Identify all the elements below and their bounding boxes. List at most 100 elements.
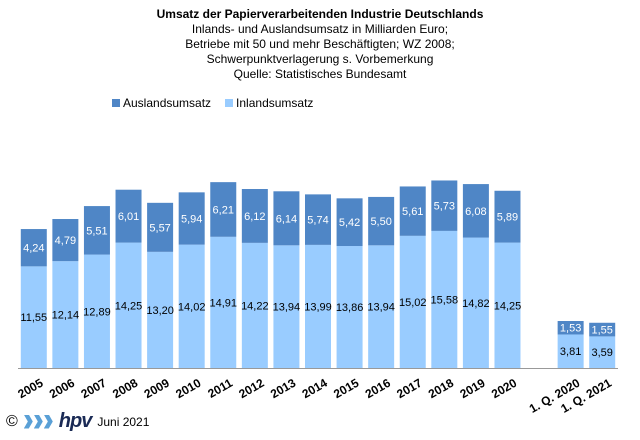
legend-label-ausland: Auslandsumsatz <box>123 96 212 110</box>
label-inland-2: 12,14 <box>52 310 80 322</box>
x-tick-label-4: 2008 <box>110 376 140 402</box>
bar-ausland-7 <box>210 182 237 237</box>
chart-source: Quelle: Statistisches Bundesamt <box>233 67 407 81</box>
bar-inland-11 <box>336 246 363 368</box>
label-ausland-19: 1,55 <box>591 325 612 337</box>
bar-ausland-11 <box>336 198 363 247</box>
label-inland-8: 14,22 <box>241 300 269 312</box>
label-inland-6: 14,02 <box>178 301 206 313</box>
brand-name: hpv <box>58 410 93 432</box>
legend-item-inland: Inlandsumsatz <box>225 96 313 110</box>
label-ausland-3: 5,51 <box>86 225 107 237</box>
bar-inland-18 <box>557 334 584 368</box>
label-inland-14: 15,58 <box>431 294 459 306</box>
bar-ausland-12 <box>368 196 395 246</box>
label-inland-3: 12,89 <box>83 306 111 318</box>
bar-ausland-6 <box>178 192 205 245</box>
x-tick-label-16: 2020 <box>489 376 519 402</box>
x-tick-label-10: 2014 <box>300 376 330 402</box>
chart-subtitle-3: Schwerpunktverlagerung s. Vorbemerkung <box>206 52 434 66</box>
publication-date: Juni 2021 <box>97 414 150 429</box>
bar-ausland-1 <box>20 229 47 267</box>
label-ausland-4: 6,01 <box>118 211 139 223</box>
x-tick-label-15: 2019 <box>457 376 487 402</box>
label-ausland-9: 6,14 <box>276 213 297 225</box>
x-tick-label-7: 2011 <box>205 376 235 401</box>
bar-inland-10 <box>305 244 331 368</box>
bar-inland-16 <box>494 242 521 368</box>
label-inland-1: 11,55 <box>20 312 47 324</box>
bar-inland-13 <box>399 235 426 368</box>
label-ausland-15: 6,08 <box>465 206 486 218</box>
legend-label-inland: Inlandsumsatz <box>236 96 314 110</box>
bar-inland-4 <box>115 242 142 368</box>
bar-ausland-5 <box>147 202 174 252</box>
bar-inland-1 <box>20 266 47 368</box>
bar-ausland-3 <box>83 206 110 255</box>
chart-legend: Auslandsumsatz Inlandsumsatz <box>112 96 313 110</box>
chart-title-block: Umsatz der Papierverarbeitenden Industri… <box>0 7 640 82</box>
label-ausland-1: 4,24 <box>23 243 44 255</box>
x-tick-label-13: 2017 <box>394 376 424 402</box>
label-ausland-8: 6,12 <box>244 211 265 223</box>
label-ausland-6: 5,94 <box>181 213 202 225</box>
label-ausland-12: 5,50 <box>370 216 391 228</box>
x-tick-label-12: 2016 <box>363 376 393 402</box>
bar-inland-14 <box>431 230 458 368</box>
bar-ausland-10 <box>305 194 331 245</box>
copyright-symbol: © <box>6 412 18 430</box>
bar-ausland-8 <box>241 189 268 243</box>
label-ausland-11: 5,42 <box>339 217 360 229</box>
chart-title: Umsatz der Papierverarbeitenden Industri… <box>156 7 484 21</box>
legend-swatch-inland <box>225 99 234 107</box>
footer: © hpv Juni 2021 <box>6 410 149 433</box>
label-inland-18: 3,81 <box>560 346 581 358</box>
label-inland-7: 14,91 <box>209 297 237 309</box>
label-ausland-13: 5,61 <box>402 206 423 218</box>
label-inland-10: 13,99 <box>304 301 332 313</box>
x-tick-label-9: 2013 <box>268 376 298 402</box>
x-tick-label-11: 2015 <box>331 376 361 402</box>
label-ausland-10: 5,74 <box>307 215 328 227</box>
bar-inland-8 <box>241 242 268 368</box>
bar-inland-12 <box>368 245 395 368</box>
label-ausland-18: 1,53 <box>560 323 581 335</box>
legend-swatch-ausland <box>112 99 120 107</box>
label-ausland-5: 5,57 <box>149 222 170 234</box>
bar-inland-7 <box>210 236 237 368</box>
bar-ausland-13 <box>399 186 426 236</box>
bar-ausland-2 <box>52 219 79 262</box>
bar-ausland-9 <box>273 191 300 246</box>
legend-item-ausland: Auslandsumsatz <box>112 96 211 110</box>
bar-inland-3 <box>83 254 110 368</box>
x-tick-label-2: 2006 <box>47 376 77 402</box>
chart-subtitle-2: Betriebe mit 50 und mehr Beschäftigten; … <box>185 37 455 51</box>
x-tick-label-5: 2009 <box>142 376 172 402</box>
hpv-logo-icon <box>23 414 53 429</box>
label-inland-16: 14,25 <box>494 300 522 312</box>
label-inland-9: 13,94 <box>273 302 301 314</box>
label-ausland-14: 5,73 <box>434 201 455 213</box>
bar-inland-6 <box>178 244 205 368</box>
x-tick-label-8: 2012 <box>236 376 266 402</box>
bar-inland-15 <box>462 237 489 368</box>
bar-ausland-14 <box>431 180 458 231</box>
label-inland-12: 13,94 <box>367 302 395 314</box>
bar-ausland-15 <box>462 184 489 238</box>
label-inland-13: 15,02 <box>399 297 427 309</box>
chart-subtitle-1: Inlands- und Auslandsumsatz in Milliarde… <box>191 22 449 36</box>
bar-ausland-16 <box>494 190 521 243</box>
bar-ausland-19 <box>589 322 616 337</box>
bar-ausland-18 <box>557 321 584 335</box>
bar-inland-5 <box>147 251 174 368</box>
label-inland-19: 3,59 <box>591 347 612 359</box>
bar-ausland-4 <box>115 189 142 243</box>
bar-inland-2 <box>52 261 79 368</box>
bar-inland-19 <box>589 336 616 368</box>
label-ausland-7: 6,21 <box>213 204 234 216</box>
label-ausland-2: 4,79 <box>55 235 76 247</box>
x-tick-label-1: 2005 <box>15 376 45 402</box>
label-inland-4: 14,25 <box>115 300 143 312</box>
bar-inland-9 <box>273 245 300 368</box>
